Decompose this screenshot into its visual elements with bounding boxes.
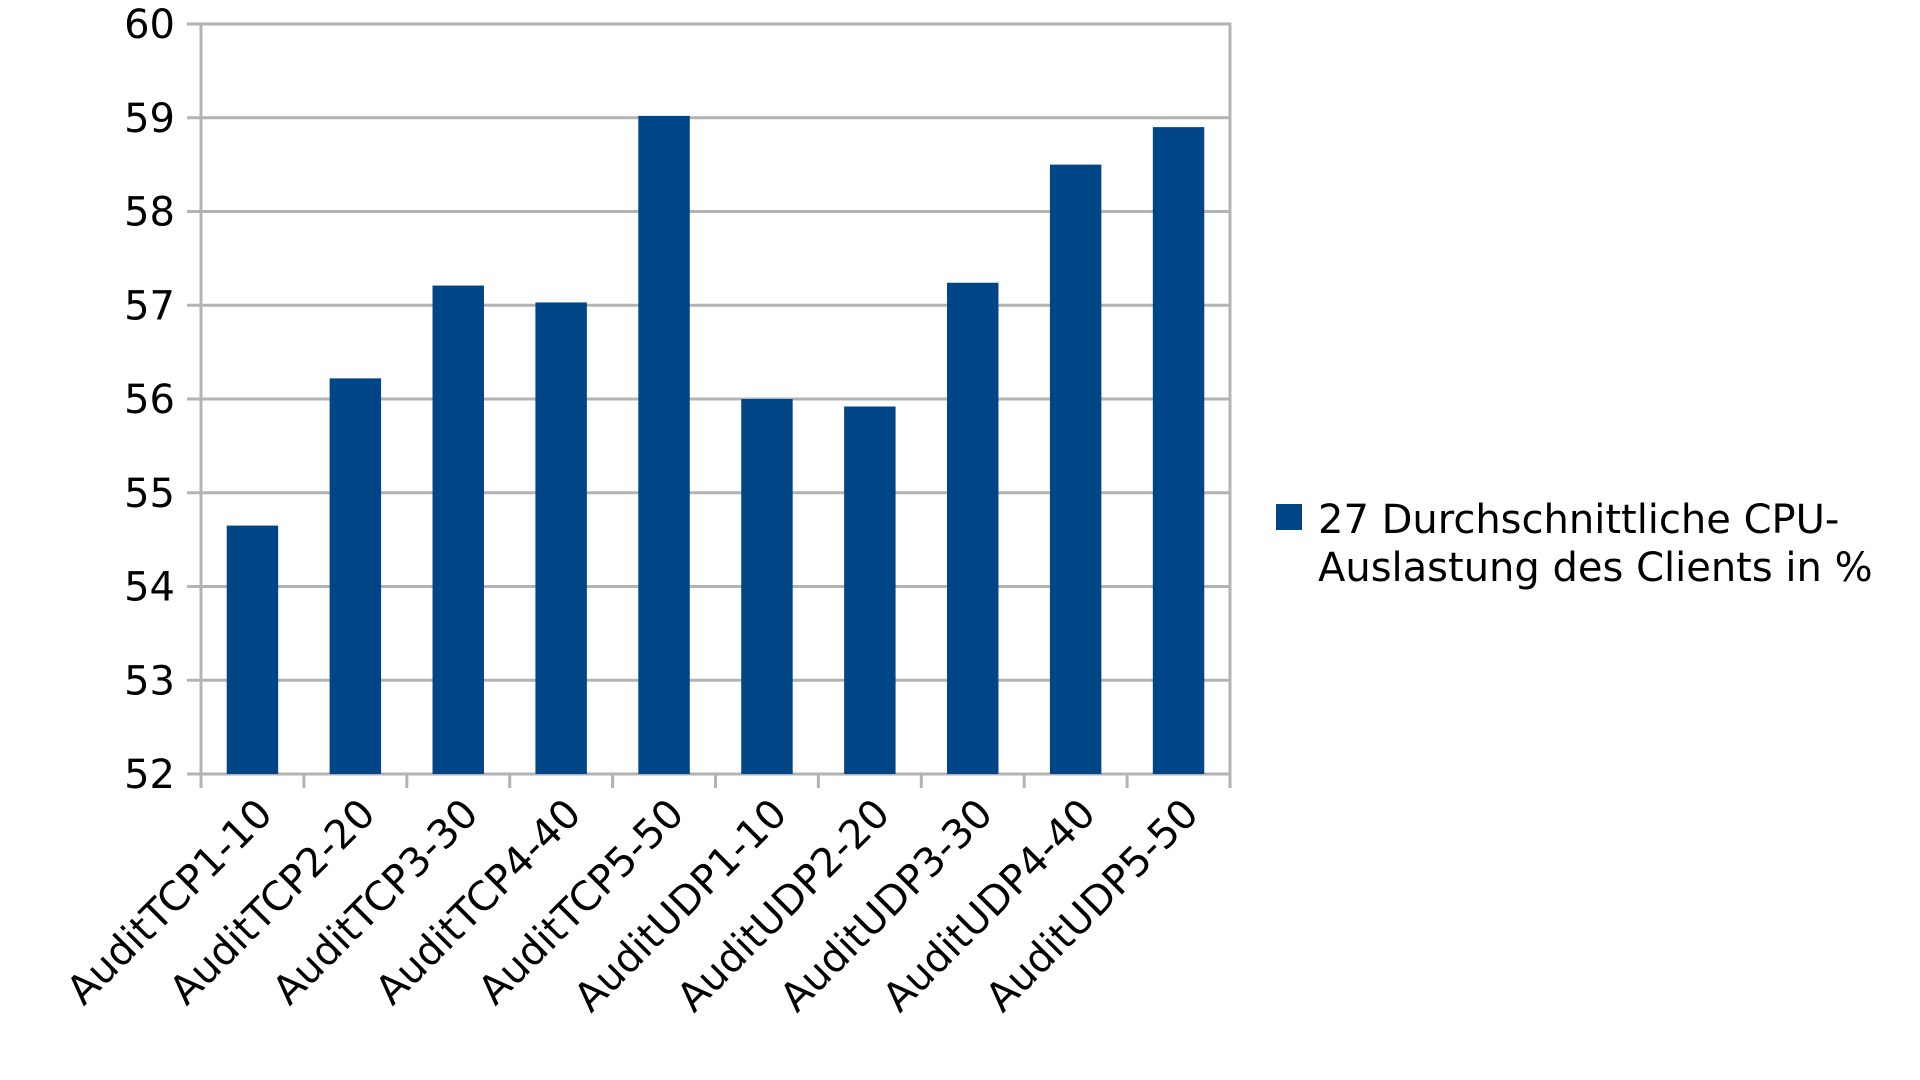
bar-audittcp1-10 [226, 525, 279, 774]
y-tick-labels: 52 53 54 55 56 57 58 59 60 [124, 2, 175, 798]
y-tick-label: 54 [124, 565, 175, 611]
bar-audittcp2-20 [329, 378, 382, 774]
y-tick-label: 55 [124, 471, 175, 517]
bar-auditudp1-10 [741, 399, 793, 774]
bar-audittcp3-30 [432, 285, 484, 774]
bar-auditudp3-30 [947, 282, 999, 774]
x-tick-labels: AuditTCP1-10AuditTCP2-20AuditTCP3-30Audi… [58, 791, 1207, 1021]
y-tick-label: 59 [124, 96, 175, 142]
bar-auditudp5-50 [1152, 127, 1205, 774]
y-tick-label: 56 [124, 377, 175, 423]
y-tick-label: 57 [124, 283, 175, 329]
bar-audittcp4-40 [535, 302, 587, 774]
legend-label: 27 Durchschnittliche CPU- Auslastung des… [1318, 496, 1918, 592]
bar-auditudp4-40 [1049, 164, 1102, 774]
y-tick-label: 60 [124, 2, 175, 48]
axes [187, 22, 1232, 788]
y-tick-label: 53 [124, 658, 175, 704]
bar-audittcp5-50 [638, 115, 690, 774]
y-tick-label: 52 [124, 752, 175, 798]
bar-auditudp2-20 [844, 406, 896, 774]
legend-swatch [1276, 504, 1302, 530]
legend-label-line-1: 27 Durchschnittliche CPU- [1318, 497, 1840, 543]
bars [226, 115, 1205, 774]
y-tick-label: 58 [124, 190, 175, 236]
legend-label-line-2: Auslastung des Clients in % [1318, 545, 1873, 591]
